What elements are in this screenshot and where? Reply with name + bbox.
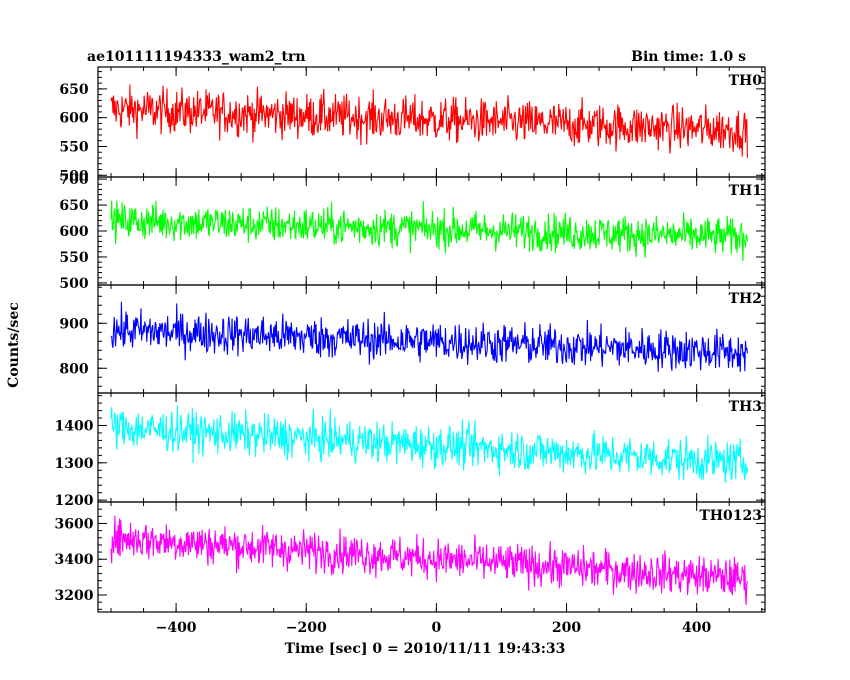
x-tick-label: 0 [432, 620, 442, 636]
y-tick-label: 650 [59, 82, 88, 98]
y-tick-label: 550 [59, 250, 88, 266]
plot-title: ae101111194333_wam2_trn [87, 49, 306, 65]
y-tick-label: 3200 [55, 588, 94, 604]
series-line-th3 [110, 405, 748, 483]
y-tick-label: 900 [59, 316, 88, 332]
y-tick-label: 1300 [55, 456, 94, 472]
panels-group: 500 550 600 650 TH0 500 550 600 650 700 TH1 800 900 T… [55, 66, 766, 636]
x-tick-label: −400 [156, 620, 197, 636]
x-tick-label: 400 [682, 620, 711, 636]
y-axis-label: Counts/sec [6, 302, 22, 388]
y-tick-label: 3400 [55, 552, 94, 568]
series-line-th2 [110, 301, 748, 372]
y-tick-label: 650 [59, 198, 88, 214]
y-tick-label: 1400 [55, 418, 94, 434]
y-tick-label: 550 [59, 139, 88, 155]
y-tick-label: 600 [59, 224, 88, 240]
panel-label-th0123: TH0123 [699, 508, 762, 524]
panel-label-th2: TH2 [729, 291, 762, 307]
y-tick-label: 500 [59, 168, 88, 184]
y-tick-label: 800 [59, 361, 88, 377]
bin-time-label: Bin time: 1.0 s [631, 49, 746, 65]
series-line-th0123 [110, 515, 748, 605]
x-tick-label: 200 [552, 620, 581, 636]
x-tick-label: −200 [286, 620, 327, 636]
panel-th3: 1200 1300 1400 TH3 [55, 392, 766, 509]
panel-th0: 500 550 600 650 TH0 [59, 66, 766, 184]
y-tick-label: 700 [59, 172, 88, 188]
series-line-th0 [110, 84, 748, 158]
panel-th0123: 3200 3400 3600 −400 −200 0 200 400 TH0123 [55, 501, 766, 636]
panel-frame [97, 501, 766, 613]
x-axis-label: Time [sec] 0 = 2010/11/11 19:43:33 [285, 641, 566, 657]
panel-th2: 800 900 TH2 [59, 284, 766, 394]
y-tick-label: 1200 [55, 493, 94, 509]
panel-label-th1: TH1 [729, 183, 762, 199]
panel-label-th3: TH3 [729, 399, 762, 415]
y-tick-label: 3600 [55, 516, 94, 532]
panel-label-th0: TH0 [729, 73, 763, 89]
panel-th1: 500 550 600 650 700 TH1 [59, 172, 766, 292]
y-tick-label: 500 [59, 276, 88, 292]
y-tick-label: 600 [59, 111, 88, 127]
series-line-th1 [110, 200, 748, 261]
